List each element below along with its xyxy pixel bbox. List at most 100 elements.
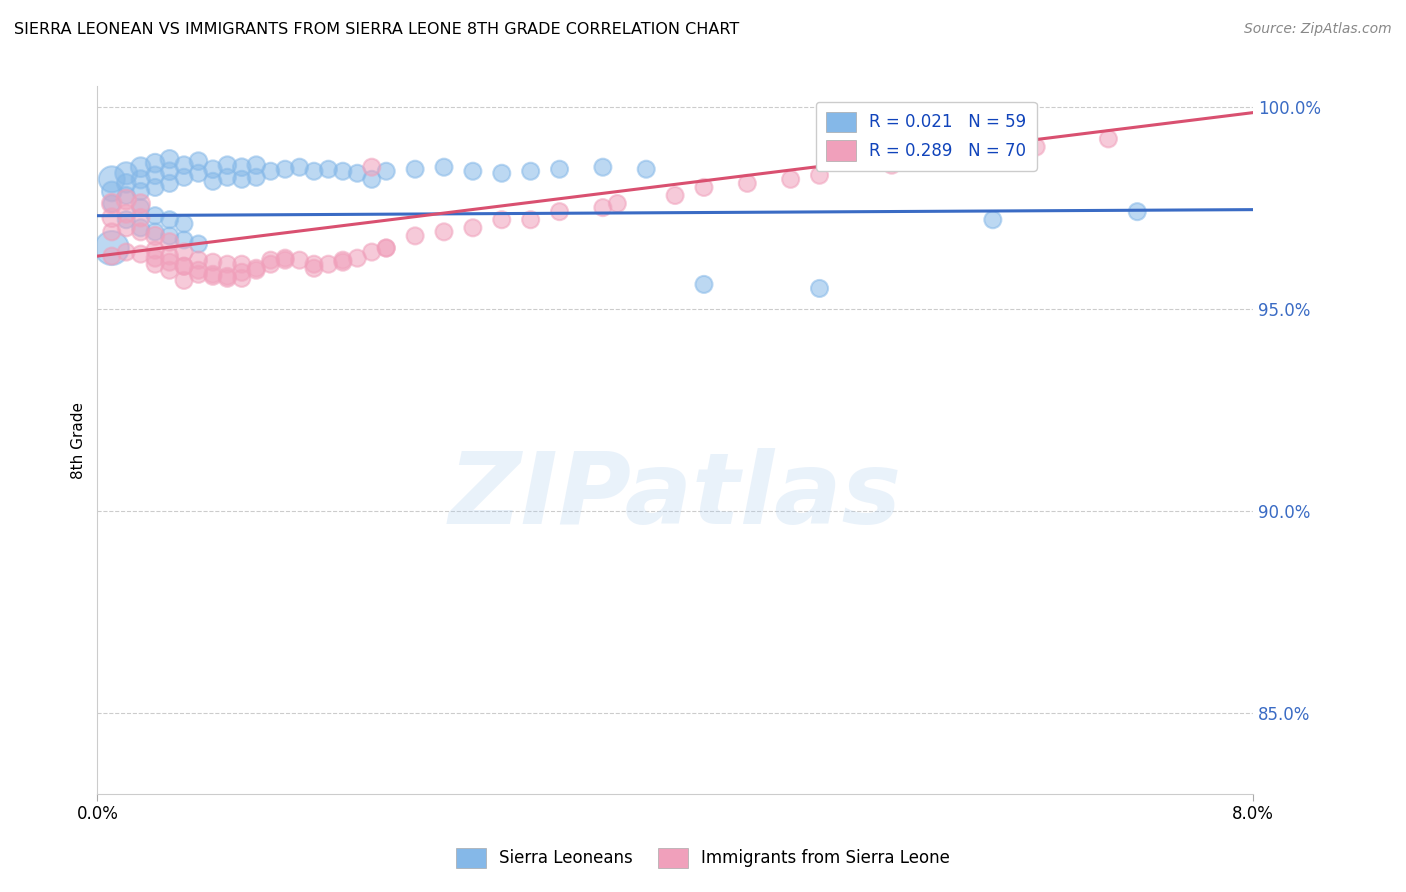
Point — [101, 185, 124, 199]
Point — [231, 257, 253, 271]
Point — [302, 261, 325, 276]
Point — [217, 158, 239, 172]
Text: Source: ZipAtlas.com: Source: ZipAtlas.com — [1244, 22, 1392, 37]
Point — [173, 273, 195, 287]
Point — [981, 212, 1004, 227]
Point — [115, 207, 138, 221]
Point — [201, 162, 224, 177]
Point — [143, 225, 166, 239]
Legend: Sierra Leoneans, Immigrants from Sierra Leone: Sierra Leoneans, Immigrants from Sierra … — [449, 841, 957, 875]
Point — [346, 166, 368, 180]
Point — [491, 166, 513, 180]
Point — [173, 170, 195, 185]
Point — [302, 164, 325, 178]
Point — [404, 162, 426, 177]
Point — [143, 169, 166, 183]
Point — [375, 241, 398, 255]
Point — [101, 196, 124, 211]
Point — [245, 158, 267, 172]
Point — [129, 211, 152, 225]
Point — [187, 268, 209, 282]
Point — [274, 253, 297, 268]
Point — [159, 255, 181, 269]
Point — [159, 164, 181, 178]
Point — [274, 251, 297, 265]
Point — [1126, 204, 1149, 219]
Point — [129, 225, 152, 239]
Point — [302, 257, 325, 271]
Point — [201, 255, 224, 269]
Point — [231, 271, 253, 285]
Point — [115, 188, 138, 202]
Point — [143, 257, 166, 271]
Point — [245, 170, 267, 185]
Point — [101, 211, 124, 225]
Point — [592, 160, 614, 174]
Point — [143, 228, 166, 243]
Point — [260, 257, 283, 271]
Point — [143, 243, 166, 257]
Point — [159, 177, 181, 191]
Point — [1025, 140, 1047, 154]
Point — [461, 220, 484, 235]
Point — [115, 177, 138, 191]
Point — [548, 204, 571, 219]
Point — [375, 164, 398, 178]
Point — [318, 257, 340, 271]
Point — [519, 164, 541, 178]
Point — [101, 196, 124, 211]
Point — [115, 212, 138, 227]
Point — [217, 271, 239, 285]
Point — [217, 257, 239, 271]
Point — [433, 225, 456, 239]
Point — [693, 180, 716, 194]
Point — [187, 263, 209, 277]
Point — [201, 268, 224, 282]
Point — [360, 245, 382, 260]
Point — [187, 154, 209, 169]
Point — [159, 152, 181, 166]
Point — [737, 177, 759, 191]
Point — [636, 162, 658, 177]
Point — [115, 193, 138, 207]
Point — [433, 160, 456, 174]
Point — [129, 185, 152, 199]
Point — [173, 158, 195, 172]
Point — [880, 158, 903, 172]
Point — [332, 164, 354, 178]
Point — [129, 160, 152, 174]
Point — [1097, 132, 1119, 146]
Point — [115, 220, 138, 235]
Point — [159, 235, 181, 249]
Point — [173, 259, 195, 273]
Point — [143, 251, 166, 265]
Point — [519, 212, 541, 227]
Point — [129, 172, 152, 186]
Point — [173, 245, 195, 260]
Point — [231, 172, 253, 186]
Point — [159, 212, 181, 227]
Point — [332, 253, 354, 268]
Legend: R = 0.021   N = 59, R = 0.289   N = 70: R = 0.021 N = 59, R = 0.289 N = 70 — [815, 102, 1036, 170]
Point — [129, 201, 152, 215]
Point — [592, 201, 614, 215]
Point — [173, 259, 195, 273]
Point — [129, 220, 152, 235]
Point — [217, 269, 239, 284]
Point — [129, 247, 152, 261]
Point — [187, 253, 209, 268]
Point — [101, 225, 124, 239]
Point — [201, 174, 224, 188]
Point — [953, 150, 976, 164]
Point — [404, 228, 426, 243]
Point — [245, 263, 267, 277]
Point — [664, 188, 686, 202]
Point — [173, 217, 195, 231]
Point — [187, 166, 209, 180]
Point — [693, 277, 716, 292]
Point — [606, 196, 628, 211]
Point — [101, 249, 124, 263]
Point — [115, 245, 138, 260]
Point — [332, 255, 354, 269]
Point — [808, 169, 831, 183]
